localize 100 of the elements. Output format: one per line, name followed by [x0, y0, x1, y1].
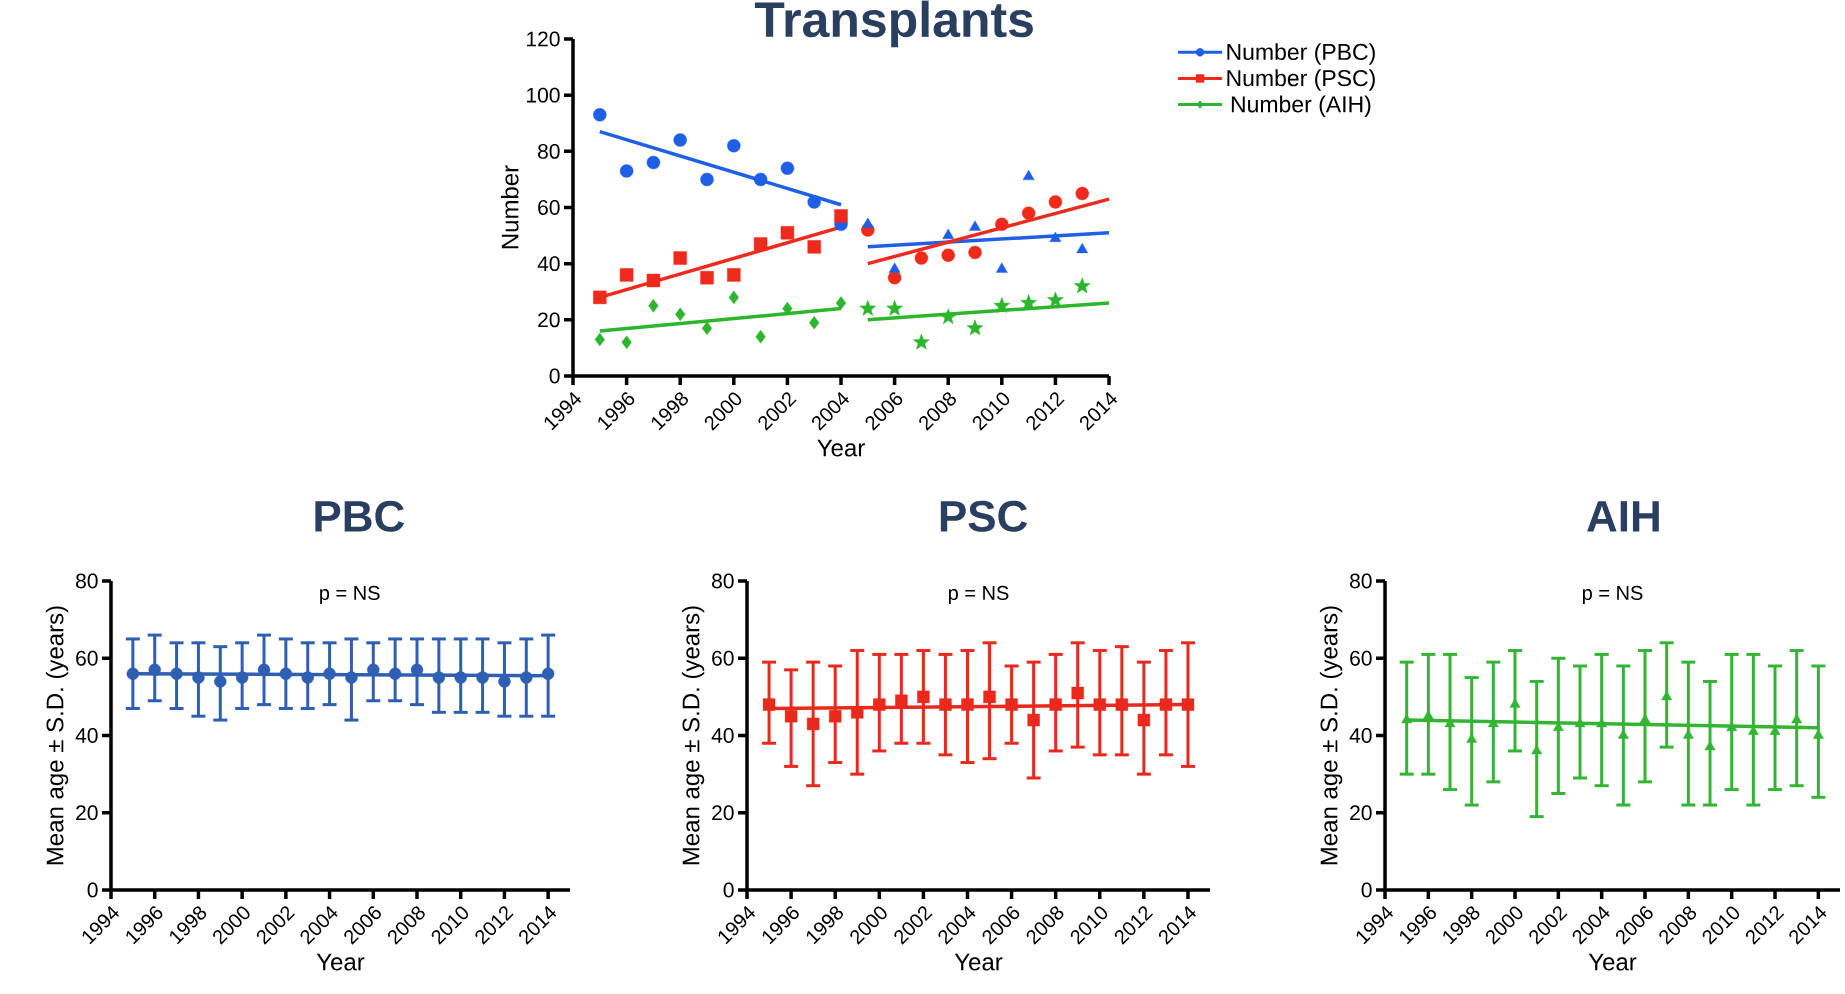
point	[914, 251, 929, 265]
point	[834, 209, 848, 223]
point	[323, 667, 336, 680]
point	[619, 164, 634, 178]
point	[755, 329, 766, 344]
point	[648, 299, 659, 313]
y-axis-title: Number	[500, 165, 519, 249]
y-tick-label: 80	[1350, 573, 1372, 589]
y-tick-label: 120	[527, 31, 560, 47]
point	[345, 671, 358, 684]
y-tick-label: 20	[76, 805, 98, 821]
point	[728, 290, 739, 305]
point	[888, 262, 901, 273]
y-tick-label: 60	[712, 650, 734, 666]
point	[476, 671, 489, 684]
point	[1093, 698, 1106, 711]
point	[859, 299, 877, 316]
point	[806, 717, 820, 731]
y-tick-label: 100	[527, 87, 560, 103]
point	[1617, 729, 1629, 739]
y-axis-title: Mean age ± S.D. (years)	[681, 606, 705, 865]
point	[1048, 195, 1063, 209]
point	[829, 710, 842, 723]
point	[753, 237, 768, 251]
point	[861, 217, 874, 228]
point	[1020, 294, 1037, 311]
point	[886, 299, 903, 316]
point	[619, 268, 634, 282]
y-tick-label: 0	[1361, 882, 1372, 898]
y-tick-label: 20	[538, 312, 560, 328]
point	[520, 671, 533, 684]
point	[279, 667, 293, 680]
annotation: p = NS	[1582, 585, 1643, 604]
point	[646, 273, 661, 288]
point	[170, 667, 183, 680]
point	[809, 315, 820, 330]
point	[148, 663, 161, 677]
point	[1137, 713, 1151, 727]
point	[700, 172, 714, 187]
y-tick-label: 40	[75, 728, 98, 743]
point	[675, 307, 686, 321]
annotation: p = NS	[948, 585, 1009, 604]
point	[762, 698, 776, 711]
point	[727, 268, 741, 282]
y-axis-title: Mean age ± S.D. (years)	[1319, 606, 1343, 865]
point	[593, 290, 607, 305]
y-tick-label: 80	[76, 573, 98, 589]
point	[782, 301, 793, 316]
point	[454, 671, 467, 684]
point	[753, 172, 768, 187]
point	[917, 690, 930, 704]
y-tick-label: 0	[723, 882, 734, 898]
point	[235, 671, 249, 684]
point	[1682, 729, 1694, 739]
point	[983, 690, 996, 704]
point	[939, 698, 952, 711]
point	[646, 155, 661, 170]
point	[593, 108, 607, 122]
point	[969, 220, 981, 231]
point	[126, 667, 140, 680]
point	[995, 217, 1009, 232]
y-tick-label: 80	[712, 573, 734, 589]
y-tick-label: 80	[538, 143, 560, 159]
point	[873, 698, 886, 711]
x-axis-title: Year	[316, 953, 365, 971]
point	[895, 694, 908, 707]
chart-title: AIH	[1587, 501, 1659, 532]
x-axis-title: Year	[817, 439, 865, 457]
point	[941, 248, 955, 262]
point	[807, 240, 821, 254]
point	[1812, 729, 1824, 739]
point	[192, 671, 205, 684]
point	[700, 271, 714, 285]
point	[961, 698, 974, 711]
annotation: p = NS	[320, 585, 380, 604]
chart-title: PSC	[940, 500, 1028, 532]
point	[1073, 277, 1091, 294]
x-axis-title: Year	[1588, 953, 1637, 971]
y-tick-label: 40	[1349, 728, 1372, 743]
y-tick-label: 20	[1350, 805, 1372, 821]
point	[621, 335, 632, 350]
y-tick-label: 0	[87, 882, 98, 898]
point	[1049, 698, 1062, 711]
point	[1071, 686, 1084, 700]
chart-title: PBC	[315, 500, 405, 532]
y-tick-label: 60	[76, 650, 98, 666]
y-axis-title: Mean age ± S.D. (years)	[45, 606, 69, 865]
point	[966, 319, 984, 336]
y-tick-label: 60	[538, 200, 560, 215]
point	[541, 667, 555, 680]
point	[301, 671, 314, 684]
point	[913, 333, 930, 350]
point	[1115, 698, 1129, 711]
point	[942, 228, 955, 240]
point	[1022, 169, 1035, 181]
point	[784, 710, 798, 723]
point	[388, 667, 402, 680]
point	[995, 262, 1008, 273]
legend-label: Number (PSC)	[1227, 69, 1375, 91]
point	[701, 321, 713, 335]
